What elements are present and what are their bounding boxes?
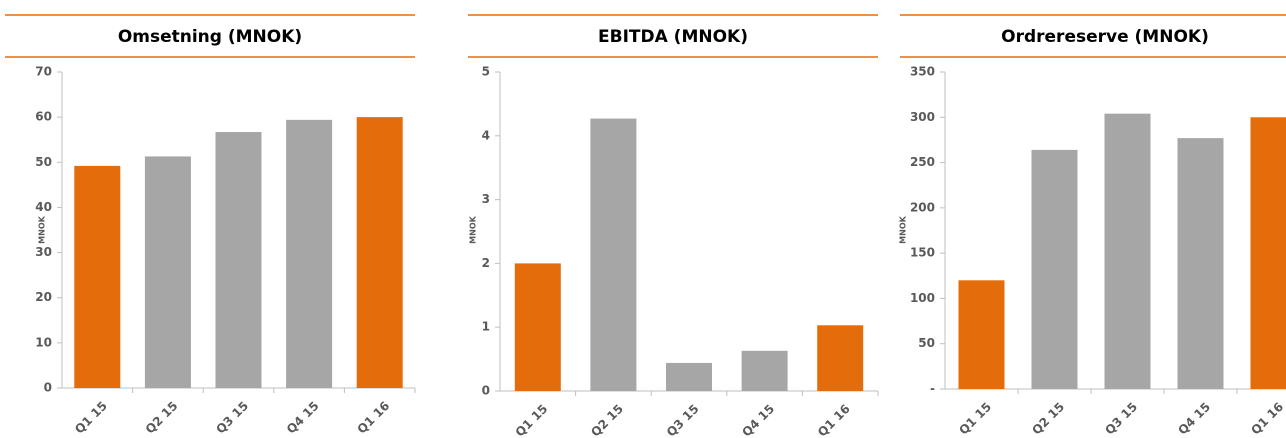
y-tick-label: 60 xyxy=(35,110,52,124)
y-tick-label: 100 xyxy=(910,291,935,305)
y-tick-label: 50 xyxy=(35,155,52,169)
y-tick-label: 0 xyxy=(44,381,52,395)
bar xyxy=(1177,138,1224,389)
y-tick-label: 200 xyxy=(910,200,935,214)
x-tick-label: Q2 15 xyxy=(588,402,626,438)
y-tick-label: 4 xyxy=(482,128,490,142)
x-tick-label: Q3 15 xyxy=(213,399,251,437)
x-tick-label: Q3 15 xyxy=(1102,400,1140,438)
bar xyxy=(958,280,1005,389)
x-tick-label: Q4 15 xyxy=(284,399,322,437)
y-tick-label: 20 xyxy=(35,290,52,304)
bar xyxy=(817,325,864,391)
bar xyxy=(514,263,561,391)
y-tick-label: 70 xyxy=(35,65,52,79)
y-axis-label: MNOK xyxy=(38,215,47,243)
chart: EBITDA (MNOK) MNOK 0 1 2 3 4 5 Q1 15 Q2 15 Q3 15 Q4… xyxy=(468,14,879,438)
x-tick-label: Q1 15 xyxy=(72,399,110,437)
bar xyxy=(144,156,191,388)
x-tick-label: Q4 15 xyxy=(1175,400,1213,438)
bar xyxy=(1104,113,1151,390)
y-tick-label: 300 xyxy=(910,110,935,124)
x-tick-label: Q1 16 xyxy=(1248,400,1286,438)
chart-title: Omsetning (MNOK) xyxy=(118,27,302,47)
x-tick-label: Q2 15 xyxy=(143,399,181,437)
bar xyxy=(741,350,788,391)
y-tick-label: 350 xyxy=(910,65,935,79)
y-tick-label: 0 xyxy=(482,384,490,398)
y-tick-label: 250 xyxy=(910,155,935,169)
y-tick-label: 10 xyxy=(35,335,52,349)
x-tick-label: Q3 15 xyxy=(664,402,702,438)
y-tick-label: - xyxy=(930,382,935,396)
y-axis-label: MNOK xyxy=(469,215,478,243)
x-tick-label: Q1 15 xyxy=(956,400,994,438)
x-tick-label: Q1 15 xyxy=(513,402,551,438)
x-tick-label: Q4 15 xyxy=(739,402,777,438)
y-tick-label: 50 xyxy=(918,336,935,350)
y-tick-label: 2 xyxy=(482,256,490,270)
y-tick-label: 150 xyxy=(910,246,935,260)
bar xyxy=(590,118,637,391)
x-tick-label: Q2 15 xyxy=(1029,400,1067,438)
chart: Omsetning (MNOK) MNOK 0 10 20 30 40 50 60 70 Q1 15… xyxy=(5,14,416,437)
bar xyxy=(215,132,262,388)
bar xyxy=(356,117,403,389)
bar xyxy=(74,165,121,388)
chart: Ordrereserve (MNOK) MNOK - 50 100 150 200 250 30… xyxy=(899,14,1286,438)
x-tick-label: Q1 16 xyxy=(355,399,393,437)
bar xyxy=(1250,117,1286,390)
y-tick-label: 5 xyxy=(482,65,490,79)
bar xyxy=(666,362,712,391)
chart-title: EBITDA (MNOK) xyxy=(598,27,748,47)
y-tick-label: 1 xyxy=(482,320,490,334)
y-axis-label: MNOK xyxy=(899,215,908,243)
bar xyxy=(1031,149,1078,389)
y-tick-label: 30 xyxy=(35,245,52,259)
chart-title: Ordrereserve (MNOK) xyxy=(1001,27,1209,47)
y-tick-label: 3 xyxy=(482,192,490,206)
bar xyxy=(286,119,333,388)
x-tick-label: Q1 16 xyxy=(815,402,853,438)
y-tick-label: 40 xyxy=(35,200,52,214)
